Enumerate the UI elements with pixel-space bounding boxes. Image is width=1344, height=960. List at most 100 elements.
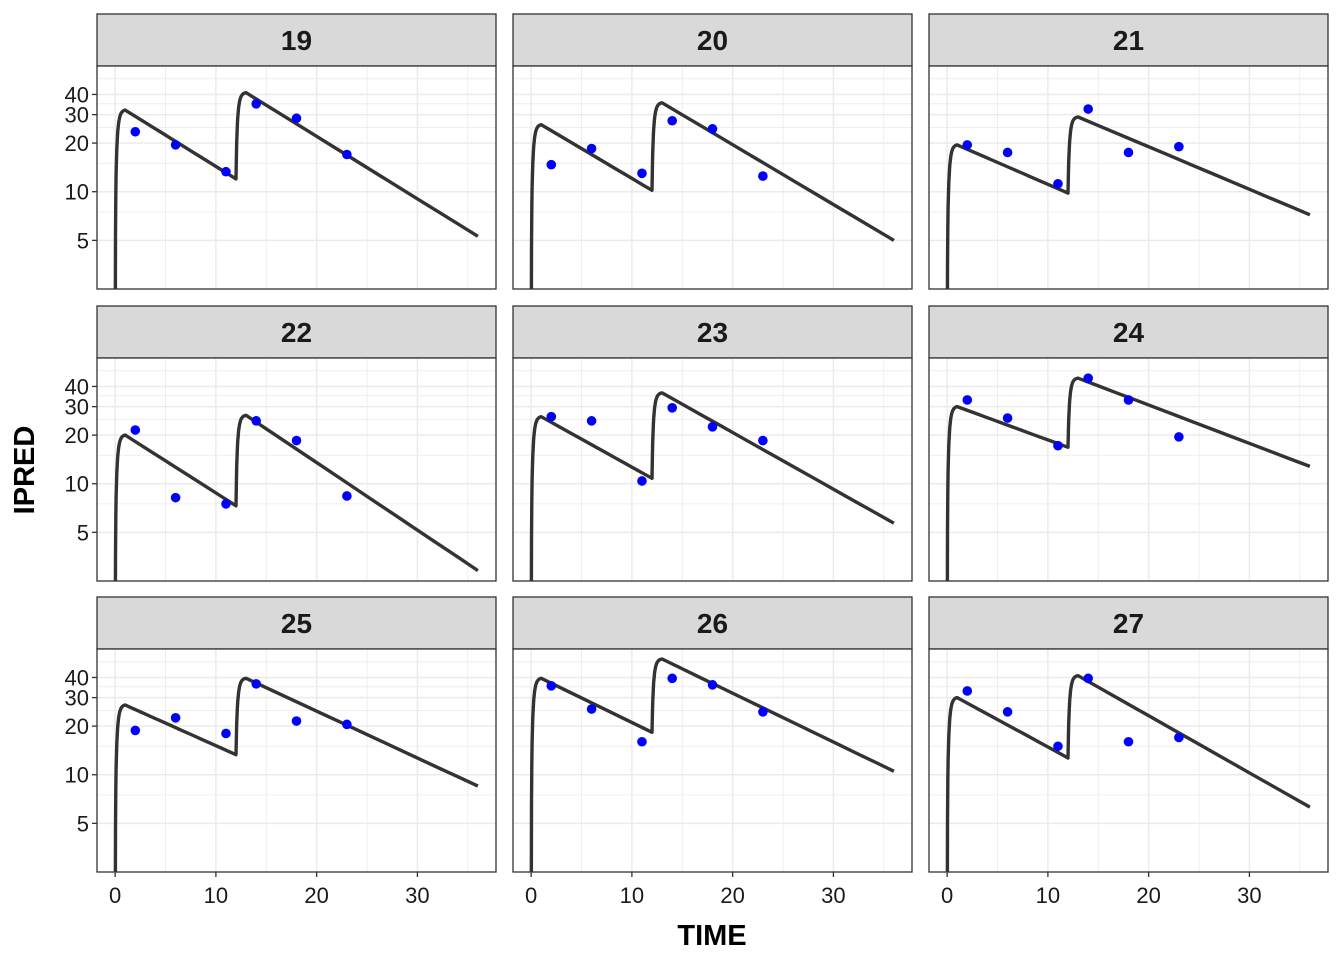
y-tick-label: 20	[65, 423, 89, 448]
data-point	[637, 476, 647, 486]
data-point	[170, 492, 181, 503]
y-tick-label: 5	[77, 811, 89, 836]
strip-background	[512, 596, 913, 650]
data-point	[707, 422, 718, 432]
data-point	[1002, 147, 1013, 158]
data-point	[586, 143, 597, 154]
data-point	[758, 707, 768, 717]
y-tick-label: 40	[65, 374, 89, 399]
data-point	[586, 416, 597, 426]
data-point	[667, 403, 677, 413]
y-tick-label: 40	[65, 665, 89, 690]
data-point	[546, 411, 557, 422]
data-point	[667, 115, 677, 126]
data-point	[586, 704, 597, 714]
panel-border	[96, 65, 497, 290]
y-tick-label: 20	[65, 714, 89, 739]
y-tick-label: 10	[65, 180, 89, 205]
data-point	[221, 499, 231, 509]
data-point	[130, 126, 141, 137]
panel-border	[512, 65, 913, 290]
prediction-line	[529, 101, 895, 289]
data-point	[342, 491, 352, 501]
y-tick-label: 5	[77, 520, 89, 545]
data-point	[342, 149, 352, 160]
x-tick-label: 30	[821, 883, 845, 908]
data-point	[758, 171, 768, 181]
panel-26: 26 0 10 20 30	[512, 596, 913, 908]
y-tick-label: 10	[65, 763, 89, 788]
grid-lines	[513, 358, 912, 581]
prediction-line	[113, 90, 479, 289]
strip-label: 23	[697, 317, 728, 348]
data-point	[251, 99, 261, 109]
data-point	[637, 736, 647, 747]
strip-label: 24	[1113, 317, 1145, 348]
panel-border	[96, 357, 497, 582]
panel-20: 20	[512, 13, 913, 290]
prediction-line	[113, 676, 479, 872]
strip-background	[928, 13, 1329, 67]
data-point	[130, 725, 141, 736]
strip-label: 22	[281, 317, 312, 348]
prediction-line	[945, 674, 1311, 872]
strip-label: 20	[697, 25, 728, 56]
data-point	[1083, 373, 1093, 383]
grid-lines	[929, 358, 1328, 581]
grid-lines	[97, 358, 496, 581]
plot-background	[513, 358, 912, 581]
data-point	[637, 168, 647, 179]
panel-21: 21	[928, 13, 1329, 290]
x-tick-label: 30	[405, 883, 429, 908]
strip-background	[512, 13, 913, 67]
panel-23: 23	[512, 305, 913, 582]
data-point	[251, 416, 261, 426]
plot-background	[929, 66, 1328, 289]
data-point	[170, 140, 181, 150]
data-point	[962, 686, 973, 696]
data-point	[707, 124, 718, 134]
prediction-line	[529, 391, 895, 581]
strip-background	[512, 305, 913, 359]
strip-background	[96, 13, 497, 67]
panel-border	[96, 648, 497, 873]
data-point	[1083, 673, 1093, 684]
prediction-line	[945, 376, 1311, 581]
data-point	[221, 166, 231, 177]
plot-background	[97, 66, 496, 289]
data-point	[962, 140, 973, 150]
plot-background	[929, 358, 1328, 581]
panel-24: 24	[928, 305, 1329, 582]
x-tick-label: 20	[720, 883, 744, 908]
x-tick-label: 20	[304, 883, 328, 908]
panel-border	[928, 357, 1329, 582]
data-point	[1123, 395, 1134, 405]
strip-label: 21	[1113, 25, 1144, 56]
strip-label: 27	[1113, 608, 1144, 639]
data-point	[1174, 141, 1184, 152]
data-point	[221, 728, 231, 739]
y-tick-label: 30	[65, 395, 89, 420]
y-tick-label: 20	[65, 131, 89, 156]
data-point	[667, 673, 677, 684]
x-axis-label: TIME	[677, 920, 746, 952]
x-tick-label: 30	[1237, 883, 1261, 908]
prediction-line	[113, 413, 479, 581]
data-point	[546, 681, 557, 691]
x-tick-label: 10	[620, 883, 644, 908]
x-tick-label: 10	[204, 883, 228, 908]
data-point	[758, 435, 768, 446]
data-point	[291, 113, 302, 124]
prediction-line	[529, 657, 895, 872]
strip-label: 19	[281, 25, 312, 56]
strip-background	[96, 596, 497, 650]
x-tick-label: 10	[1036, 883, 1060, 908]
data-point	[1123, 736, 1134, 747]
x-tick-label: 0	[525, 883, 537, 908]
panel-border	[928, 648, 1329, 873]
data-point	[546, 159, 557, 170]
